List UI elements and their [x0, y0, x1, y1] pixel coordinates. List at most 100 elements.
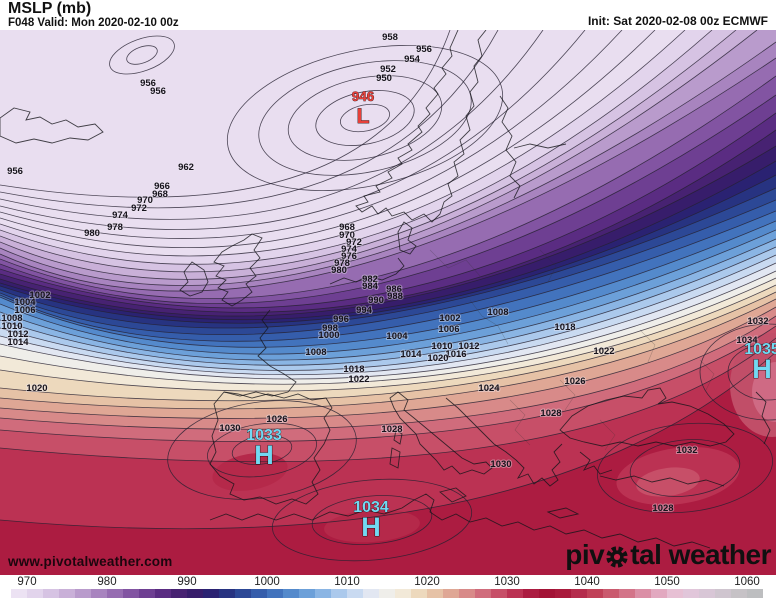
- isobar-label: 990: [368, 295, 384, 306]
- isobar-line: [0, 270, 776, 380]
- isobar-label: 1030: [490, 459, 511, 470]
- high-center-letter: H: [752, 354, 772, 384]
- coastline: [499, 95, 521, 199]
- colorbar-segment: [539, 589, 555, 598]
- closed-isobar: [231, 435, 293, 465]
- colorbar-segment: [59, 589, 75, 598]
- isobar-line: [0, 160, 776, 321]
- isobar-line: [0, 30, 713, 265]
- isobar-label: 1022: [593, 346, 614, 357]
- colorbar-segment: [587, 589, 603, 598]
- isobar-label: 1000: [318, 330, 339, 341]
- colorbar-tick: 970: [17, 576, 37, 588]
- isobar-line: [0, 187, 776, 329]
- colorbar-segment: [251, 589, 267, 598]
- colorbar-ticks: 970 980 990 1000 1010 1020 1030 1040 1050 1060: [0, 575, 776, 589]
- isobar-label: 1002: [439, 313, 460, 324]
- closed-isobar: [315, 90, 415, 146]
- isobar-label: 974: [112, 210, 129, 221]
- colorbar-segment: [331, 589, 347, 598]
- isobar-line: [0, 337, 776, 463]
- colorbar-tick: 990: [177, 576, 197, 588]
- colorbar-segment: [219, 589, 235, 598]
- isobar-line: [0, 298, 776, 410]
- colorbar-segment: [459, 589, 475, 598]
- isobar-line: [0, 30, 737, 273]
- isobar-label: 1012: [458, 341, 479, 352]
- pressure-core-patch: [752, 362, 776, 422]
- isobar-label: 1014: [400, 349, 422, 360]
- border-line: [429, 249, 481, 277]
- colorbar-segment: [379, 589, 395, 598]
- coastline: [355, 30, 487, 223]
- isobar-line: [0, 277, 776, 385]
- isobar-label: 1006: [438, 324, 459, 335]
- isobar-line: [0, 229, 776, 355]
- coastline: [329, 257, 405, 285]
- isobar-line: [0, 30, 586, 230]
- colorbar-segment: [187, 589, 203, 598]
- isobar-label: 1026: [564, 376, 585, 387]
- colorbar-segment: [283, 589, 299, 598]
- isobar-label: 970: [339, 230, 355, 241]
- colorbar-segment: [683, 589, 699, 598]
- coastline: [179, 261, 209, 297]
- isobar-label: 1006: [14, 305, 35, 316]
- coastline: [213, 233, 263, 307]
- colorbar-segment: [731, 589, 747, 598]
- isobar-label: 1028: [652, 503, 673, 514]
- colorbar-tick: 1030: [494, 576, 520, 588]
- colorbar-segment: [107, 589, 123, 598]
- isobar-label: 1016: [445, 349, 466, 360]
- colorbar-tick: 1050: [654, 576, 680, 588]
- colorbar-segment: [603, 589, 619, 598]
- closed-isobar: [271, 478, 473, 562]
- isobar-label: 1018: [343, 364, 364, 375]
- colorbar-segment: [443, 589, 459, 598]
- colorbar-segment: [155, 589, 171, 598]
- closed-isobar: [727, 343, 776, 401]
- border-line: [559, 379, 576, 411]
- isobar-line: [0, 145, 776, 317]
- colorbar-tick: 1020: [414, 576, 440, 588]
- isobar-label: 968: [152, 189, 168, 200]
- coastline: [223, 309, 297, 397]
- colorbar-segment: [651, 589, 667, 598]
- border-line: [539, 249, 557, 283]
- isobar-label: 1008: [1, 313, 22, 324]
- isobar-line: [0, 315, 776, 430]
- closed-isobar: [287, 75, 443, 161]
- isobar-label: 952: [380, 64, 396, 75]
- logo-text-left: piv: [565, 539, 605, 570]
- colorbar-segment: [395, 589, 411, 598]
- closed-isobar: [699, 323, 776, 421]
- coastline: [439, 487, 467, 503]
- colorbar: [11, 589, 763, 598]
- valid-time-label: F048 Valid: Mon 2020-02-10 00z: [8, 17, 179, 29]
- gear-icon: [606, 545, 628, 568]
- colorbar-segment: [523, 589, 539, 598]
- isobar-label: 956: [150, 86, 166, 97]
- closed-isobar: [207, 422, 317, 478]
- closed-isobar: [126, 45, 158, 65]
- colorbar-tick: 1060: [734, 576, 760, 588]
- colorbar-tick: 1010: [334, 576, 360, 588]
- isobar-label: 1020: [26, 383, 47, 394]
- isobar-label: 980: [84, 228, 100, 239]
- isobar-line: [0, 199, 776, 335]
- isobar-line: [0, 246, 776, 366]
- isobar-line: [0, 220, 776, 348]
- border-line: [699, 359, 715, 391]
- isobar-line: [0, 238, 776, 361]
- coastline: [393, 429, 403, 445]
- colorbar-segment: [123, 589, 139, 598]
- isobar-line: [0, 262, 776, 376]
- isobar-label: 986: [386, 284, 402, 295]
- isobar-label: 978: [334, 258, 350, 269]
- isobar-label: 976: [341, 251, 357, 262]
- isobar-label: 1024: [478, 383, 500, 394]
- isobar-label: 956: [140, 78, 156, 89]
- isobar-label: 1026: [266, 414, 287, 425]
- colorbar-segment: [27, 589, 43, 598]
